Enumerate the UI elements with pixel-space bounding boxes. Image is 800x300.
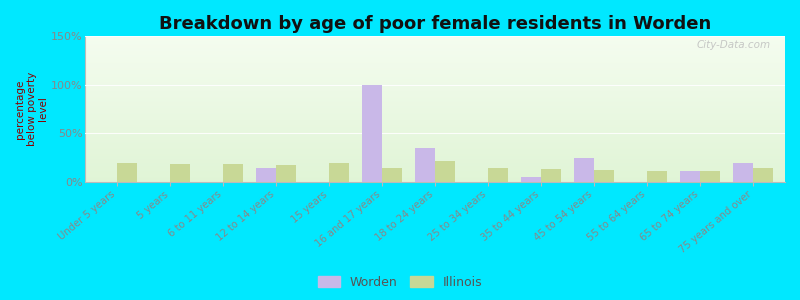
Bar <box>382 167 402 182</box>
Bar <box>594 170 614 182</box>
Bar <box>733 163 753 182</box>
Bar <box>574 158 594 182</box>
Bar <box>435 161 455 182</box>
Bar <box>488 169 508 182</box>
Bar <box>753 167 774 182</box>
Title: Breakdown by age of poor female residents in Worden: Breakdown by age of poor female resident… <box>159 15 711 33</box>
Bar <box>541 169 562 182</box>
Bar <box>415 148 435 182</box>
Bar <box>329 163 350 182</box>
Bar <box>117 163 138 182</box>
Bar <box>223 164 243 182</box>
Text: City-Data.com: City-Data.com <box>697 40 771 50</box>
Bar <box>276 165 296 182</box>
Bar <box>647 171 667 182</box>
Bar <box>362 85 382 182</box>
Y-axis label: percentage
below poverty
level: percentage below poverty level <box>15 72 48 146</box>
Bar <box>170 164 190 182</box>
Bar <box>521 177 541 182</box>
Bar <box>680 171 700 182</box>
Bar <box>700 171 720 182</box>
Bar <box>256 169 276 182</box>
Legend: Worden, Illinois: Worden, Illinois <box>313 271 487 294</box>
